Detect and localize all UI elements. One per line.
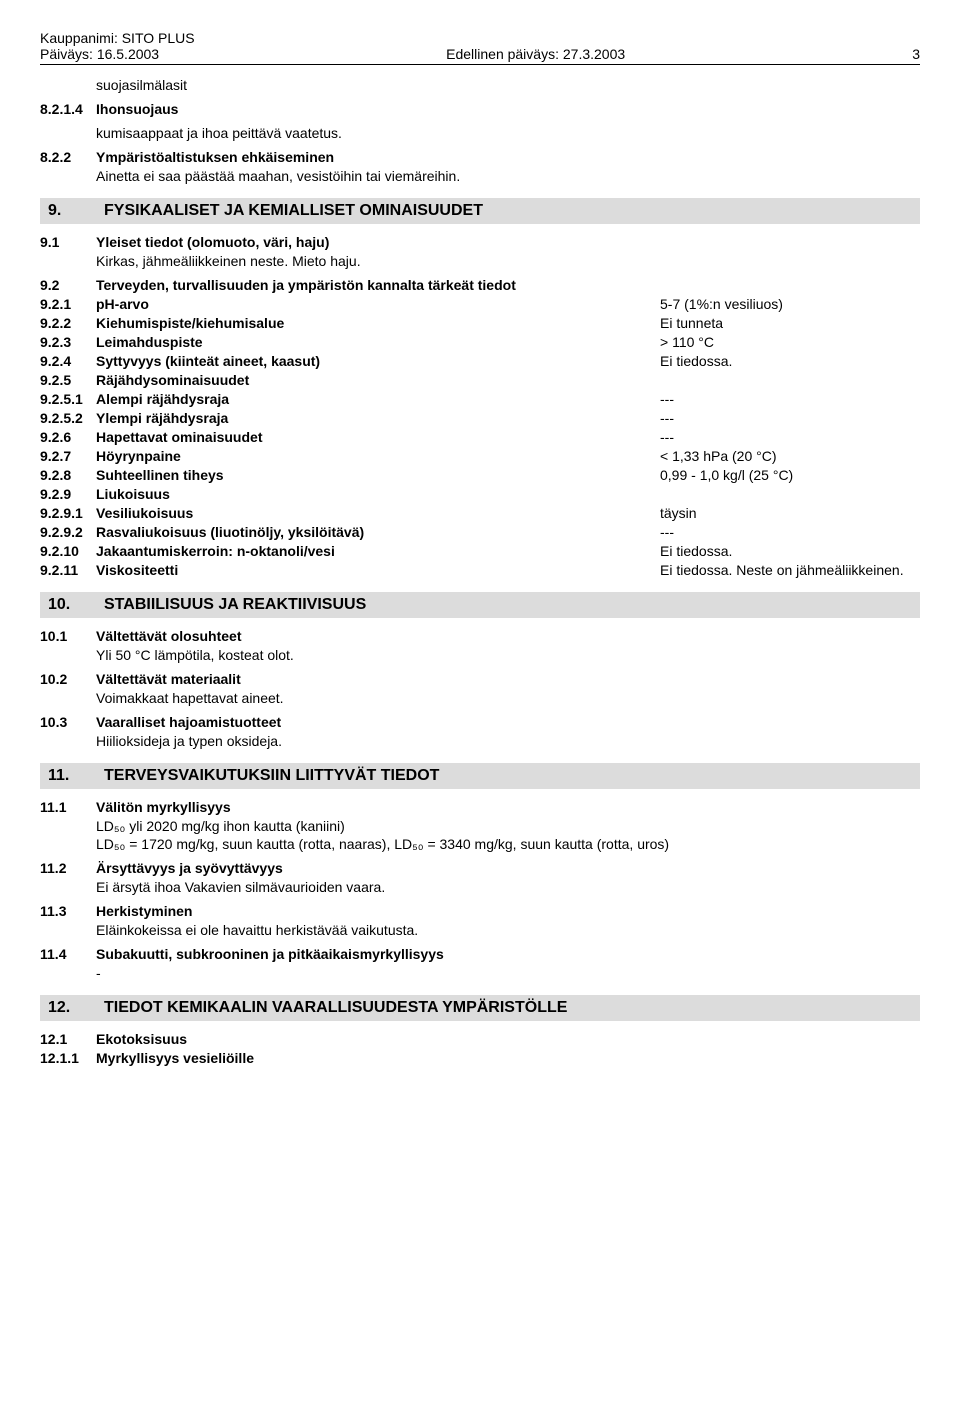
section-heading-9: 9.FYSIKAALISET JA KEMIALLISET OMINAISUUD… [40, 198, 920, 224]
item-title: Hapettavat ominaisuudet [96, 429, 660, 445]
item-title: Höyrynpaine [96, 448, 660, 464]
item-value: > 110 °C [660, 334, 920, 350]
item-number: 9.2.3 [40, 334, 96, 350]
item-number: 10.1 [40, 628, 96, 644]
item-number: 9.2.8 [40, 467, 96, 483]
item-number: 9.2.9.1 [40, 505, 96, 521]
item-body: Eläinkokeissa ei ole havaittu herkistävä… [40, 922, 920, 938]
item-number: 9.2.5.1 [40, 391, 96, 407]
item-number: 12.1.1 [40, 1050, 96, 1066]
item-number: 9.2.2 [40, 315, 96, 331]
header-prev-date: Edellinen päiväys: 27.3.2003 [446, 46, 625, 62]
item-title: Yleiset tiedot (olomuoto, väri, haju) [96, 234, 920, 250]
item-number: 9.2 [40, 277, 96, 293]
item-number: 9.2.6 [40, 429, 96, 445]
item-body: kumisaappaat ja ihoa peittävä vaatetus. [40, 125, 920, 141]
item-title: Ärsyttävyys ja syövyttävyys [96, 860, 920, 876]
item-value: Ei tiedossa. Neste on jähmeäliikkeinen. [660, 562, 920, 578]
item-number: 11.4 [40, 946, 96, 962]
page-header: Kauppanimi: SITO PLUS Päiväys: 16.5.2003… [40, 30, 920, 65]
item-value: 0,99 - 1,0 kg/l (25 °C) [660, 467, 920, 483]
item-title: Myrkyllisyys vesieliöille [96, 1050, 920, 1066]
item-number: 10.2 [40, 671, 96, 687]
item-title: pH-arvo [96, 296, 660, 312]
item-value: --- [660, 429, 920, 445]
section-heading-10: 10.STABIILISUUS JA REAKTIIVISUUS [40, 592, 920, 618]
item-number: 9.1 [40, 234, 96, 250]
item-title: Terveyden, turvallisuuden ja ympäristön … [96, 277, 920, 293]
item-number: 9.2.5 [40, 372, 96, 388]
item-number: 9.2.5.2 [40, 410, 96, 426]
item-title: Rasvaliukoisuus (liuotinöljy, yksilöitäv… [96, 524, 660, 540]
item-number: 12.1 [40, 1031, 96, 1047]
page-number: 3 [912, 46, 920, 62]
item-value: Ei tunneta [660, 315, 920, 331]
item-value: < 1,33 hPa (20 °C) [660, 448, 920, 464]
item-title: Jakaantumiskerroin: n-oktanoli/vesi [96, 543, 660, 559]
item-body: Yli 50 °C lämpötila, kosteat olot. [40, 647, 920, 663]
item-title: Räjähdysominaisuudet [96, 372, 920, 388]
item-value: 5-7 (1%:n vesiliuos) [660, 296, 920, 312]
item-title: Subakuutti, subkrooninen ja pitkäaikaism… [96, 946, 920, 962]
item-title: Ekotoksisuus [96, 1031, 920, 1047]
section-heading-12: 12.TIEDOT KEMIKAALIN VAARALLISUUDESTA YM… [40, 995, 920, 1021]
item-title: Vesiliukoisuus [96, 505, 660, 521]
header-date: Päiväys: 16.5.2003 [40, 46, 159, 62]
item-body: LD₅₀ yli 2020 mg/kg ihon kautta (kaniini… [40, 818, 920, 834]
item-body: Voimakkaat hapettavat aineet. [40, 690, 920, 706]
item-value: --- [660, 391, 920, 407]
text-line: suojasilmälasit [40, 77, 920, 93]
item-value: --- [660, 524, 920, 540]
item-title: Alempi räjähdysraja [96, 391, 660, 407]
item-number: 9.2.9.2 [40, 524, 96, 540]
item-body: LD₅₀ = 1720 mg/kg, suun kautta (rotta, n… [40, 836, 920, 852]
item-number: 8.2.2 [40, 149, 96, 165]
item-title: Vältettävät materiaalit [96, 671, 920, 687]
item-number: 9.2.10 [40, 543, 96, 559]
trade-name: Kauppanimi: SITO PLUS [40, 30, 195, 46]
item-number: 11.2 [40, 860, 96, 876]
item-title: Ihonsuojaus [96, 101, 920, 117]
item-number: 10.3 [40, 714, 96, 730]
item-number: 11.1 [40, 799, 96, 815]
item-value: Ei tiedossa. [660, 353, 920, 369]
item-number: 9.2.9 [40, 486, 96, 502]
item-value: --- [660, 410, 920, 426]
item-body: Hiilioksideja ja typen oksideja. [40, 733, 920, 749]
item-number: 9.2.7 [40, 448, 96, 464]
item-number: 11.3 [40, 903, 96, 919]
item-title: Vaaralliset hajoamistuotteet [96, 714, 920, 730]
item-title: Välitön myrkyllisyys [96, 799, 920, 815]
item-value: Ei tiedossa. [660, 543, 920, 559]
item-title: Vältettävät olosuhteet [96, 628, 920, 644]
item-title: Liukoisuus [96, 486, 920, 502]
item-number: 9.2.11 [40, 562, 96, 578]
item-body: Ei ärsytä ihoa Vakavien silmävaurioiden … [40, 879, 920, 895]
item-title: Ylempi räjähdysraja [96, 410, 660, 426]
item-number: 9.2.4 [40, 353, 96, 369]
item-body: - [40, 965, 920, 981]
item-body: Ainetta ei saa päästää maahan, vesistöih… [40, 168, 920, 184]
section-heading-11: 11.TERVEYSVAIKUTUKSIIN LIITTYVÄT TIEDOT [40, 763, 920, 789]
item-number: 8.2.1.4 [40, 101, 96, 117]
item-body: Kirkas, jähmeäliikkeinen neste. Mieto ha… [40, 253, 920, 269]
item-title: Leimahduspiste [96, 334, 660, 350]
item-value: täysin [660, 505, 920, 521]
item-title: Herkistyminen [96, 903, 920, 919]
item-number: 9.2.1 [40, 296, 96, 312]
item-title: Kiehumispiste/kiehumisalue [96, 315, 660, 331]
item-title: Suhteellinen tiheys [96, 467, 660, 483]
item-title: Syttyvyys (kiinteät aineet, kaasut) [96, 353, 660, 369]
item-title: Viskositeetti [96, 562, 660, 578]
item-title: Ympäristöaltistuksen ehkäiseminen [96, 149, 920, 165]
